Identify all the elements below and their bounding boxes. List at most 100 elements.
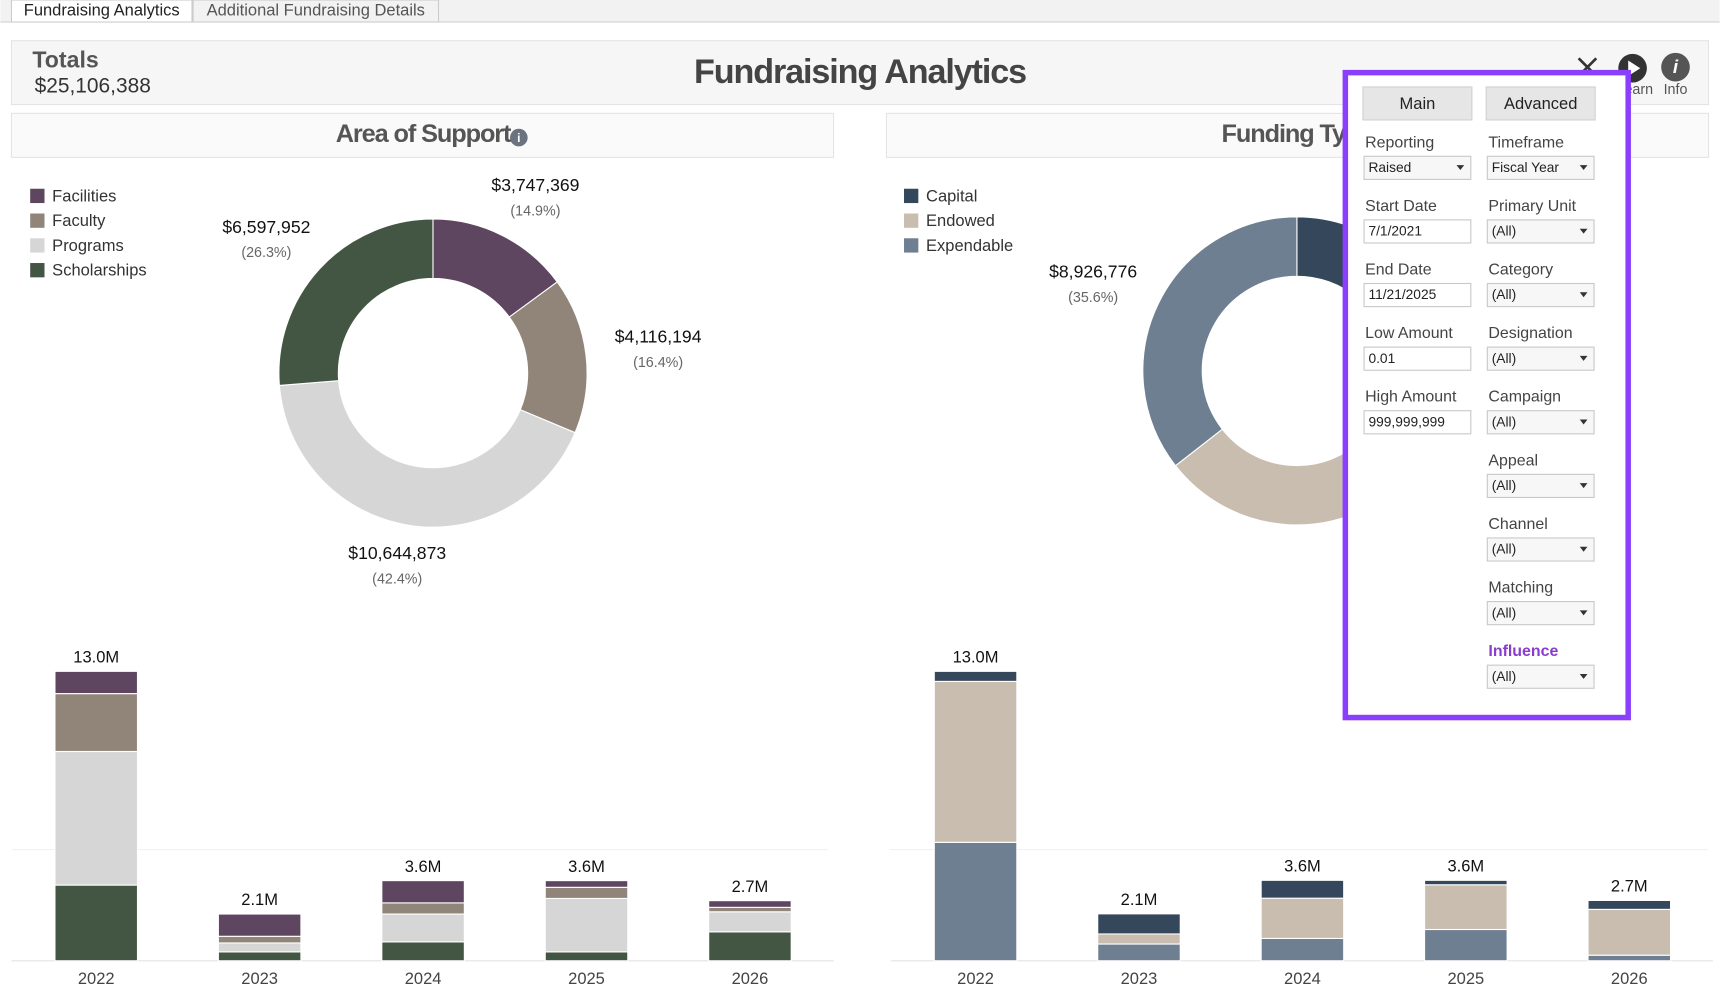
play-glyph [1628, 60, 1641, 76]
filter-value[interactable]: (All) [1492, 605, 1516, 620]
percent-label: (16.4%) [633, 355, 683, 371]
filter-value[interactable]: 999,999,999 [1368, 414, 1444, 429]
totals-label: Totals [32, 47, 98, 73]
filter-dropdown[interactable] [1486, 282, 1595, 308]
legend-label: Facilities [52, 187, 116, 205]
tab[interactable] [192, 0, 440, 23]
filter-value[interactable]: Fiscal Year [1492, 160, 1560, 175]
legend-swatch [904, 188, 919, 204]
value-label: $10,644,873 [348, 543, 446, 563]
filter-label: End Date [1365, 262, 1432, 279]
filter-dropdown[interactable] [1486, 219, 1595, 244]
filter-dropdown[interactable] [1486, 155, 1595, 180]
legend-label: Faculty [52, 212, 106, 230]
legend-label: Capital [926, 187, 977, 205]
filter-dropdown[interactable] [1363, 155, 1472, 180]
x-tick-label: 2022 [78, 970, 115, 988]
filter-tab[interactable] [1485, 86, 1596, 121]
bar-total-label: 2.1M [241, 891, 278, 909]
bar-segment [1260, 937, 1345, 962]
x-tick-label: 2024 [1284, 970, 1321, 988]
filter-value[interactable]: (All) [1492, 542, 1516, 557]
legend-swatch [30, 188, 45, 204]
filter-value[interactable]: (All) [1492, 351, 1516, 366]
x-tick-label: 2026 [732, 970, 769, 988]
x-tick-label: 2026 [1611, 970, 1648, 988]
bar-segment [1587, 908, 1672, 956]
filter-label: Low Amount [1365, 325, 1453, 342]
filter-dropdown[interactable] [1486, 346, 1595, 371]
filter-tab-label[interactable]: Main [1400, 95, 1436, 113]
bar-segment [708, 906, 792, 913]
filter-value[interactable]: (All) [1492, 478, 1516, 493]
dropdown-arrow [1579, 483, 1588, 489]
info-icon[interactable] [1661, 52, 1690, 82]
bar-segment [381, 902, 465, 915]
filter-dropdown[interactable] [1486, 664, 1595, 689]
legend-swatch [904, 213, 919, 228]
filter-label: Campaign [1488, 389, 1561, 406]
filter-input[interactable] [1363, 346, 1472, 371]
bar-segment [1587, 954, 1672, 962]
filter-input[interactable] [1363, 219, 1472, 244]
dashboard-title: Fundraising Analytics [694, 53, 1026, 91]
filter-tab-label[interactable]: Advanced [1504, 95, 1577, 113]
filter-dropdown[interactable] [1486, 537, 1595, 562]
filter-value[interactable]: 7/1/2021 [1368, 224, 1422, 239]
header-button-label[interactable]: Info [1664, 82, 1688, 98]
info-glyph: i [1673, 56, 1679, 77]
filter-value[interactable]: (All) [1492, 669, 1516, 684]
legend-swatch [30, 263, 45, 278]
filter-input[interactable] [1363, 282, 1472, 308]
bar-segment [54, 884, 139, 962]
x-tick-label: 2025 [1447, 970, 1484, 988]
dropdown-arrow [1456, 165, 1465, 171]
dropdown-arrow [1579, 610, 1588, 616]
bar-segment [54, 750, 139, 886]
section-info-icon[interactable] [510, 128, 528, 147]
filter-label: Primary Unit [1488, 198, 1576, 215]
bar-segment [544, 951, 629, 962]
bar-segment [1424, 879, 1508, 886]
bar-segment [1097, 933, 1181, 945]
filter-input[interactable] [1363, 410, 1472, 435]
dropdown-arrow [1579, 673, 1588, 679]
filter-value[interactable]: (All) [1492, 287, 1516, 302]
filter-label: Start Date [1365, 198, 1437, 215]
bar-segment [708, 900, 792, 908]
legend-label: Endowed [926, 212, 995, 230]
totals-value: $25,106,388 [35, 74, 151, 97]
bar-segment [1260, 879, 1345, 899]
filter-label: Influence [1488, 643, 1558, 660]
filter-tab[interactable] [1362, 86, 1473, 121]
donut-slice [278, 218, 434, 387]
dropdown-arrow [1579, 419, 1588, 425]
bar-segment [1587, 899, 1672, 910]
bar-segment [544, 886, 629, 899]
filter-value[interactable]: Raised [1368, 160, 1411, 175]
dropdown-arrow [1579, 355, 1588, 361]
filter-value[interactable]: 0.01 [1368, 351, 1395, 366]
bar-segment [381, 941, 465, 962]
donut-slice [278, 380, 576, 528]
bar-total-label: 2.1M [1121, 891, 1158, 909]
filter-dropdown[interactable] [1486, 473, 1595, 498]
filter-value[interactable]: (All) [1492, 224, 1516, 239]
legend-swatch [30, 238, 45, 253]
filter-label: Timeframe [1488, 134, 1564, 151]
section-title: Area of Support [336, 120, 512, 148]
filter-label: High Amount [1365, 389, 1457, 406]
bar-total-label: 2.7M [732, 878, 769, 896]
tab-label[interactable]: Additional Fundraising Details [207, 1, 425, 19]
bar-segment [1097, 943, 1181, 962]
bar-segment [708, 931, 792, 962]
bar-segment [381, 913, 465, 943]
filter-value[interactable]: 11/21/2025 [1368, 287, 1436, 302]
filter-value[interactable]: (All) [1492, 414, 1516, 429]
filter-dropdown[interactable] [1486, 410, 1595, 435]
filter-dropdown[interactable] [1486, 601, 1595, 626]
tab[interactable] [10, 0, 193, 23]
bar-segment [217, 913, 302, 937]
tab-label[interactable]: Fundraising Analytics [24, 1, 180, 19]
